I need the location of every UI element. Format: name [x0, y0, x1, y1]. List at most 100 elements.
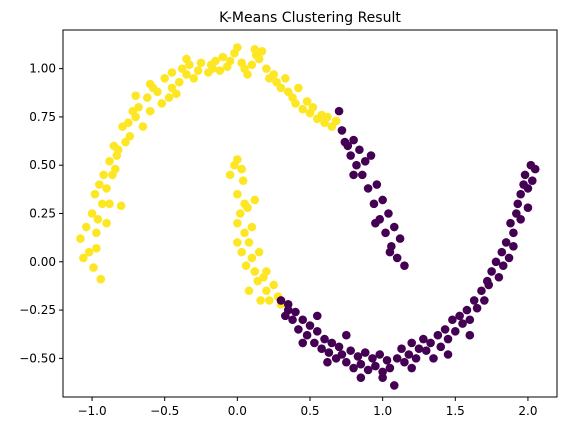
scatter-point: [334, 106, 344, 116]
scatter-point: [182, 54, 191, 64]
scatter-point: [153, 87, 162, 97]
scatter-point: [389, 381, 399, 390]
scatter-point: [262, 286, 271, 296]
scatter-point: [337, 126, 347, 135]
scatter-point: [265, 296, 274, 305]
scatter-point: [291, 99, 300, 108]
scatter-point: [225, 56, 235, 66]
scatter-point: [462, 305, 472, 315]
y-tick-label: −0.50: [19, 351, 56, 365]
scatter-point: [298, 315, 308, 325]
scatter-point: [250, 45, 260, 54]
scatter-point: [157, 99, 167, 108]
scatter-point: [477, 286, 486, 296]
scatter-point: [269, 70, 278, 79]
scatter-point: [378, 373, 387, 382]
scatter-point: [371, 218, 380, 228]
scatter-point: [193, 66, 203, 75]
scatter-point: [494, 272, 504, 282]
scatter-point: [111, 164, 120, 174]
scatter-point: [349, 170, 358, 180]
scatter-point: [384, 209, 393, 218]
scatter-point: [378, 195, 387, 205]
scatter-point: [443, 350, 453, 359]
scatter-point: [509, 228, 518, 238]
scatter-point: [504, 253, 514, 263]
scatter-point: [443, 334, 453, 344]
scatter-point: [89, 263, 98, 272]
scatter-point: [243, 203, 252, 213]
scatter-point: [206, 60, 216, 70]
scatter-point: [145, 106, 155, 116]
scatter-point: [310, 338, 319, 348]
scatter-point: [480, 296, 489, 305]
scatter-point: [497, 247, 507, 257]
scatter-point: [455, 311, 464, 321]
scatter-point: [79, 253, 88, 263]
scatter-point: [400, 357, 409, 367]
scatter-point: [513, 199, 523, 209]
scatter-point: [124, 118, 133, 128]
scatter-point: [429, 354, 438, 363]
scatter-point: [327, 338, 337, 348]
scatter-point: [92, 243, 101, 253]
scatter-point: [125, 131, 135, 141]
scatter-point: [352, 160, 361, 170]
scatter-point: [382, 356, 392, 365]
scatter-point: [87, 209, 97, 218]
scatter-point: [323, 112, 332, 122]
scatter-point: [317, 344, 326, 354]
scatter-point: [105, 157, 114, 166]
scatter-point: [172, 89, 181, 99]
scatter-point: [298, 104, 308, 114]
scatter-point: [414, 344, 424, 354]
scatter-point: [465, 315, 475, 325]
scatter-point: [440, 325, 450, 334]
scatter-point: [97, 199, 107, 209]
scatter-point: [167, 68, 177, 77]
y-tick-label: −0.25: [19, 303, 56, 317]
scatter-point: [484, 280, 494, 290]
scatter-point: [233, 43, 242, 52]
scatter-point: [257, 46, 267, 56]
scatter-point: [262, 64, 271, 73]
scatter-point: [256, 296, 265, 305]
scatter-points: [76, 43, 540, 390]
scatter-point: [95, 180, 104, 189]
scatter-point: [182, 70, 191, 79]
axes: −1.0 −0.5 0.0 0.5 1.0 1.5 2.0 −0.50 −0.25 0.00 0.2…: [19, 29, 558, 418]
scatter-point: [342, 330, 351, 340]
scatter-point: [392, 354, 402, 363]
scatter-point: [294, 83, 303, 93]
scatter-point: [225, 170, 235, 180]
y-tick-label: 1.00: [29, 62, 56, 76]
scatter-point: [407, 363, 417, 373]
scatter-point: [96, 274, 106, 284]
scatter-point: [288, 315, 297, 325]
scatter-point: [164, 93, 174, 102]
scatter-point: [90, 189, 100, 199]
scatter-point: [419, 334, 428, 344]
scatter-point: [235, 209, 245, 218]
scatter-point: [516, 189, 525, 199]
scatter-point: [244, 286, 254, 296]
scatter-point: [276, 296, 286, 305]
scatter-point: [294, 325, 303, 334]
scatter-point: [411, 354, 421, 363]
scatter-point: [320, 334, 329, 344]
scatter-point: [472, 303, 482, 313]
scatter-point: [298, 338, 308, 348]
scatter-point: [116, 201, 126, 211]
scatter-point: [397, 344, 406, 354]
scatter-point: [433, 330, 443, 340]
scatter-point: [81, 222, 91, 232]
scatter-point: [353, 352, 363, 361]
scatter-point: [237, 247, 247, 257]
scatter-point: [404, 350, 414, 359]
scatter-point: [247, 253, 257, 263]
scatter-point: [291, 307, 300, 317]
scatter-point: [360, 348, 370, 357]
scatter-point: [244, 238, 254, 247]
scatter-point: [395, 234, 405, 243]
